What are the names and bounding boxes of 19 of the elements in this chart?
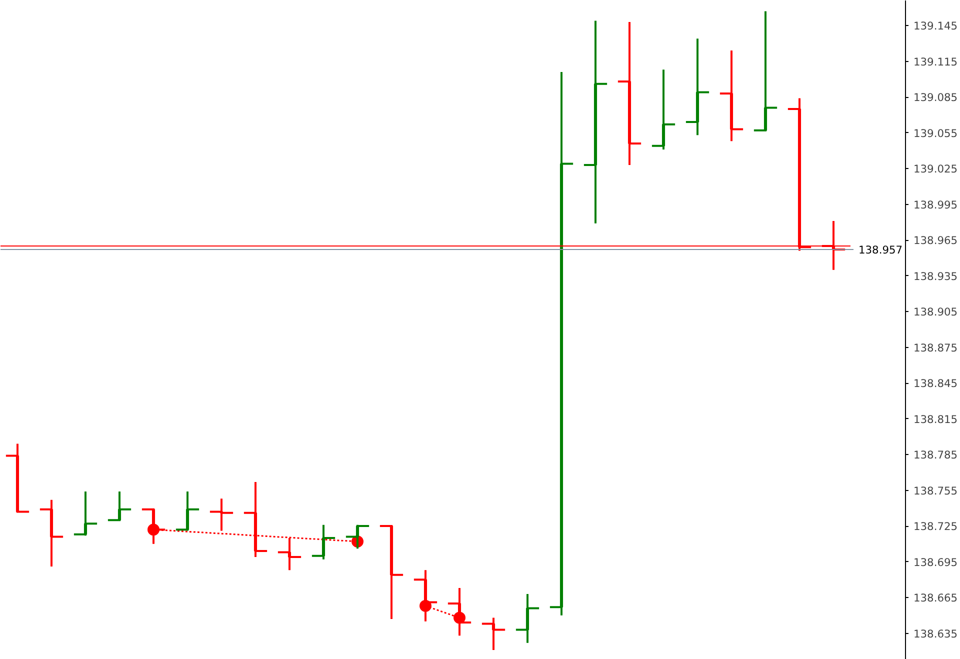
y-tick-label: 139.115	[914, 55, 958, 68]
y-tick-label: 138.665	[914, 592, 958, 605]
y-tick-label: 138.875	[914, 341, 958, 354]
y-tick-label: 139.025	[914, 162, 958, 176]
y-tick-label: 138.725	[914, 520, 958, 534]
y-tick-label: 139.085	[914, 91, 958, 104]
y-tick-label: 138.815	[914, 412, 958, 426]
y-tick-label: 138.695	[914, 556, 958, 569]
y-tick-label: 139.055	[914, 126, 958, 140]
ref-line-label: 138.957	[858, 244, 903, 257]
y-tick-label: 138.995	[914, 198, 958, 212]
y-tick-label: 138.755	[914, 484, 958, 498]
y-tick-label: 138.785	[914, 448, 958, 462]
y-tick-label: 138.635	[914, 627, 958, 640]
y-tick-label: 138.935	[914, 270, 958, 283]
y-tick-label: 139.145	[914, 20, 958, 33]
y-tick-label: 138.845	[914, 377, 958, 390]
y-tick-label: 138.905	[914, 306, 958, 319]
y-tick-label: 138.965	[914, 234, 958, 248]
